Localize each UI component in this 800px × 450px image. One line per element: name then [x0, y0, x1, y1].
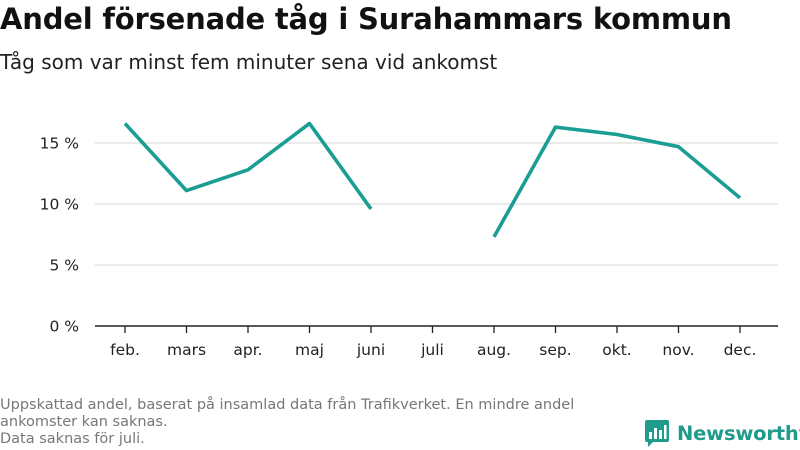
footnote-line-1: Uppskattad andel, baserat på insamlad da…	[0, 397, 575, 413]
x-tick-label: juni	[356, 341, 385, 359]
chart-title: Andel försenade tåg i Surahammars kommun	[0, 2, 732, 36]
x-tick-label: juli	[420, 341, 444, 359]
y-axis-labels: 0 % 5 % 10 % 15 %	[40, 135, 79, 336]
y-tick-label: 0 %	[49, 318, 79, 336]
x-tick-label: dec.	[724, 341, 757, 359]
x-tick-label: okt.	[602, 341, 631, 359]
x-tick-label: nov.	[662, 341, 694, 359]
newsworthy-logo-icon	[645, 420, 669, 447]
x-axis: feb. mars apr. maj juni juli aug. sep. okt. nov. d…	[95, 325, 778, 359]
x-tick-label: sep.	[539, 341, 571, 359]
x-tick-label: apr.	[233, 341, 262, 359]
x-tick-label: feb.	[110, 341, 140, 359]
y-tick-label: 15 %	[40, 135, 79, 153]
chart-subtitle: Tåg som var minst fem minuter sena vid a…	[0, 50, 498, 74]
series-line-segment	[492, 125, 742, 238]
series-line-segment	[123, 121, 373, 210]
y-tick-label: 10 %	[40, 196, 79, 214]
footnote-line-3: Data saknas för juli.	[0, 431, 145, 447]
footnote-line-2: ankomster kan saknas.	[0, 414, 168, 430]
brand-logo: Newsworthy	[645, 420, 800, 447]
gridlines	[95, 142, 778, 266]
x-tick-label: mars	[167, 341, 206, 359]
y-tick-label: 5 %	[49, 257, 79, 275]
x-tick-label: aug.	[477, 341, 511, 359]
series-lines	[123, 121, 742, 238]
brand-name: Newsworthy	[677, 422, 800, 445]
x-tick-label: maj	[295, 341, 324, 359]
footnote: Uppskattad andel, baserat på insamlad da…	[0, 397, 640, 448]
